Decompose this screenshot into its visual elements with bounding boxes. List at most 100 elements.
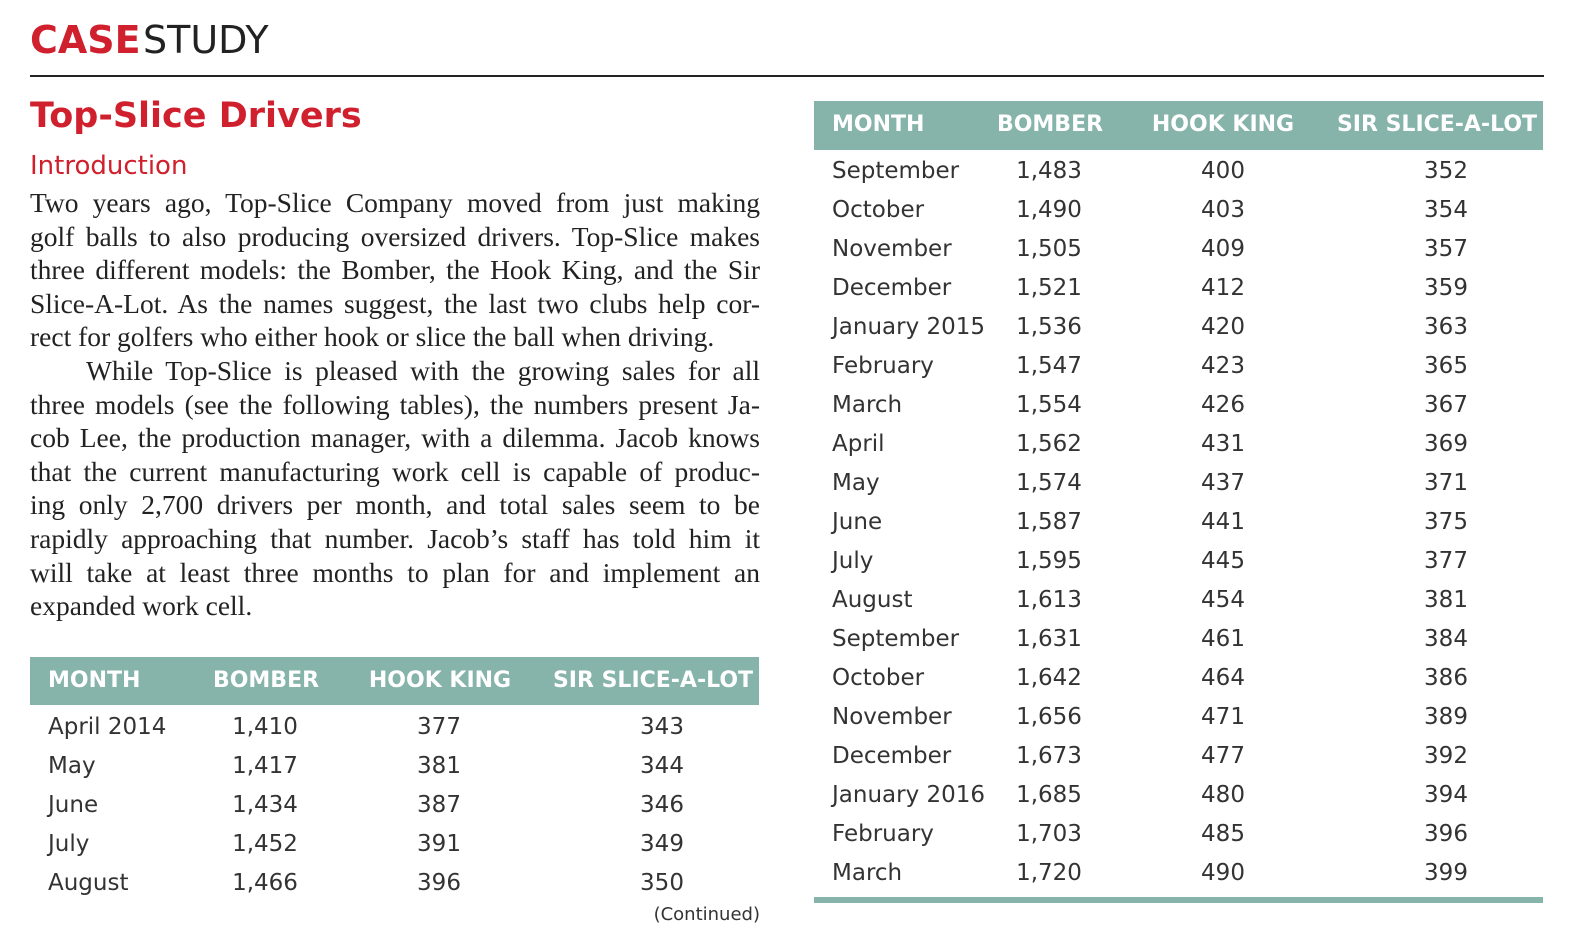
table-cell: 445	[1201, 548, 1245, 574]
table-cell: 420	[1201, 314, 1245, 340]
table-cell: 1,547	[1016, 353, 1082, 379]
table-cell: 1,703	[1016, 821, 1082, 847]
table-cell: 403	[1201, 197, 1245, 223]
table-cell: 1,613	[1016, 587, 1082, 613]
header-case: CASE	[30, 18, 141, 62]
paragraph-line: Two years ago, Top-Slice Company moved f…	[30, 187, 760, 218]
table-cell: 359	[1424, 275, 1468, 301]
table-cell: September	[832, 158, 960, 184]
table-cell: January 2016	[832, 782, 986, 808]
table-cell: 384	[1424, 626, 1468, 652]
table-header-cell: BOMBER	[212, 668, 320, 693]
table-cell: July	[832, 548, 874, 574]
table-cell: 461	[1201, 626, 1245, 652]
table-cell: 357	[1424, 236, 1468, 262]
table-cell: 1,505	[1016, 236, 1082, 262]
table-cell: March	[832, 860, 903, 886]
paragraph-line: While Top-Slice is pleased with the grow…	[86, 355, 760, 386]
header-rule	[30, 75, 1544, 77]
table-cell: 1,536	[1016, 314, 1082, 340]
table-cell: 350	[640, 870, 684, 896]
table-cell: 437	[1201, 470, 1245, 496]
title: Top-Slice Drivers	[30, 96, 362, 136]
table-cell: 485	[1201, 821, 1245, 847]
table-cell: 349	[640, 831, 684, 857]
table-header-bar	[814, 101, 1543, 150]
table-cell: 1,410	[232, 714, 298, 740]
table-note: (Continued)	[653, 904, 760, 925]
table-cell: 412	[1201, 275, 1245, 301]
table-cell: 1,554	[1016, 392, 1082, 418]
table-cell: October	[832, 665, 925, 691]
table-cell: 1,417	[232, 753, 298, 779]
table-cell: 477	[1201, 743, 1245, 769]
paragraph-line: golf balls to also producing oversized d…	[30, 220, 760, 252]
table-cell: 1,466	[232, 870, 298, 896]
table-cell: 354	[1424, 197, 1468, 223]
table-cell: 1,656	[1016, 704, 1082, 730]
table-cell: 409	[1201, 236, 1245, 262]
table-cell: January 2015	[832, 314, 986, 340]
table-cell: 441	[1201, 509, 1245, 535]
table-cell: 1,685	[1016, 782, 1082, 808]
table-cell: 396	[417, 870, 461, 896]
table-header-bar	[30, 657, 759, 705]
table-cell: 343	[640, 714, 684, 740]
table-cell: April	[832, 431, 885, 457]
table-cell: 471	[1201, 704, 1245, 730]
table-cell: 1,720	[1016, 860, 1082, 886]
table-cell: 454	[1201, 587, 1245, 613]
table-cell: 389	[1424, 704, 1468, 730]
table-cell: 1,673	[1016, 743, 1082, 769]
table-cell: April 2014	[48, 714, 167, 740]
table-cell: 363	[1424, 314, 1468, 340]
table-cell: 1,483	[1016, 158, 1082, 184]
table-cell: 1,587	[1016, 509, 1082, 535]
table-cell: 386	[1424, 665, 1468, 691]
table-cell: December	[832, 743, 952, 769]
table-cell: September	[832, 626, 960, 652]
table-cell: December	[832, 275, 952, 301]
table-cell: 1,631	[1016, 626, 1082, 652]
paragraph-line: expanded work cell.	[30, 590, 253, 622]
paragraph-line: three different models: the Bomber, the …	[30, 254, 760, 286]
table-header-cell: HOOK KING	[1151, 112, 1295, 137]
table-cell: 369	[1424, 431, 1468, 457]
table-cell: 464	[1201, 665, 1245, 691]
table-cell: 480	[1201, 782, 1245, 808]
table-cell: 1,490	[1016, 197, 1082, 223]
table-cell: 431	[1201, 431, 1245, 457]
table-cell: June	[48, 792, 99, 818]
table-cell: November	[832, 236, 952, 262]
paragraph-line: rapidly approaching that number. Jacob’s…	[30, 523, 760, 554]
table-cell: 352	[1424, 158, 1468, 184]
table-cell: July	[48, 831, 90, 857]
table-cell: 346	[640, 792, 684, 818]
table-cell: March	[832, 392, 903, 418]
table-cell: October	[832, 197, 925, 223]
table-cell: 367	[1424, 392, 1468, 418]
section-heading: Introduction	[30, 151, 188, 181]
paragraph-line: Slice-A-Lot. As the names suggest, the l…	[30, 287, 760, 319]
table-cell: 1,521	[1016, 275, 1082, 301]
paragraph-line: rect for golfers who either hook or slic…	[30, 321, 715, 353]
table-cell: 1,562	[1016, 431, 1082, 457]
table-header-cell: HOOK KING	[368, 668, 512, 693]
table-cell: November	[832, 704, 952, 730]
header-study: STUDY	[143, 18, 269, 62]
paragraph-line: three models (see the following tables),…	[30, 388, 760, 420]
table-cell: 375	[1424, 509, 1468, 535]
table-cell: 1,574	[1016, 470, 1082, 496]
paragraph-line: that the current manufacturing work cell…	[30, 455, 760, 487]
table-cell: 490	[1201, 860, 1245, 886]
table-cell: 391	[417, 831, 461, 857]
table-cell: 365	[1424, 353, 1468, 379]
table-cell: 1,595	[1016, 548, 1082, 574]
table-cell: 344	[640, 753, 684, 779]
table-header-cell: MONTH	[832, 112, 925, 137]
table-cell: 1,452	[232, 831, 298, 857]
table-header-cell: BOMBER	[996, 112, 1104, 137]
table-cell: 381	[1424, 587, 1468, 613]
table-cell: 400	[1201, 158, 1245, 184]
table-cell: 387	[417, 792, 461, 818]
